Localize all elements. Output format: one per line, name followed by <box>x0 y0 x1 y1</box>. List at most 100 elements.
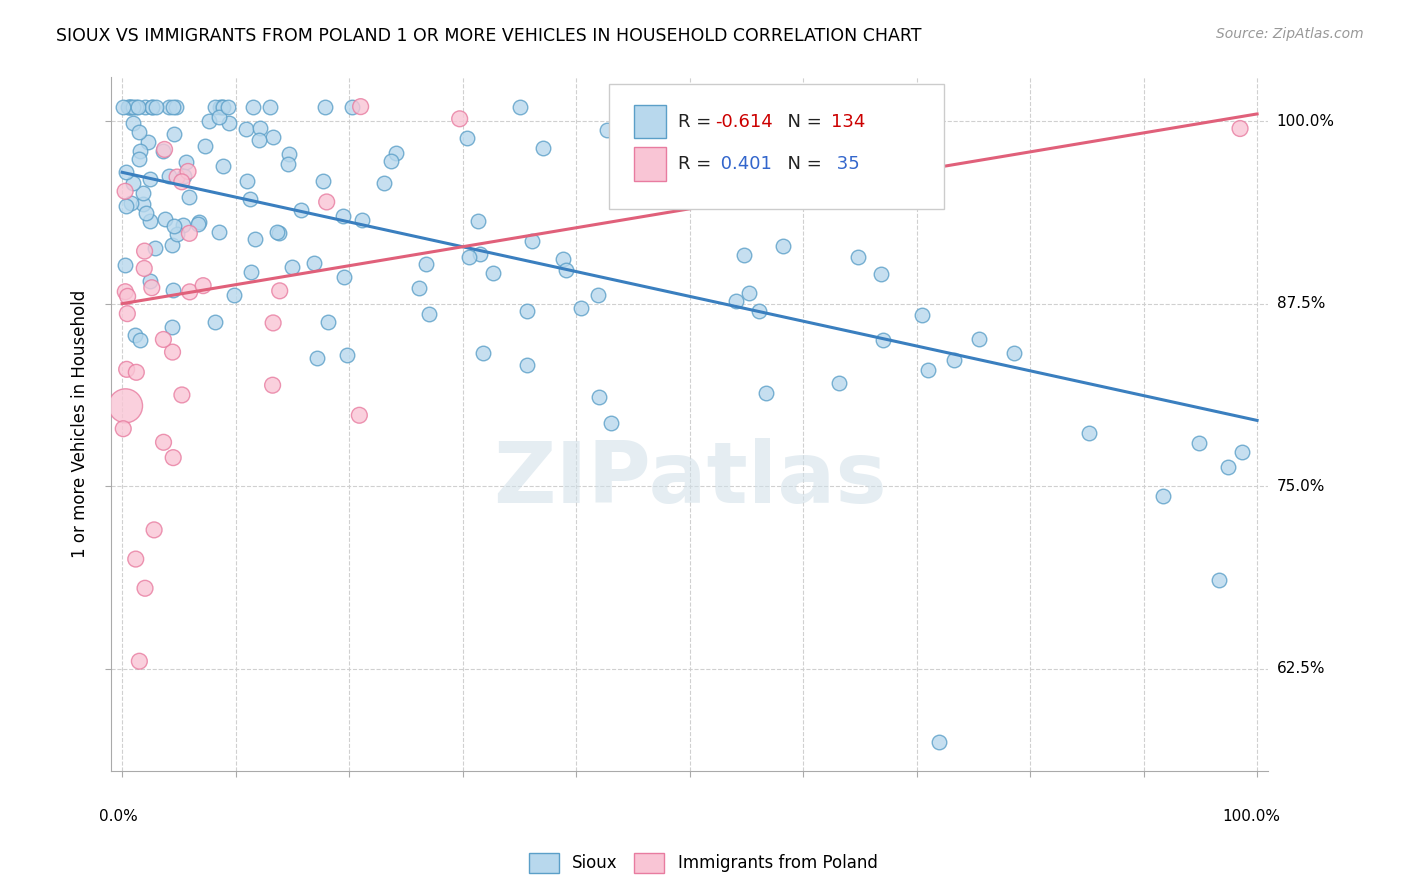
FancyBboxPatch shape <box>634 147 666 181</box>
Point <box>342 100 364 114</box>
Point <box>531 141 554 155</box>
Point <box>163 128 186 142</box>
Text: N =: N = <box>776 155 828 173</box>
Point <box>143 523 166 537</box>
Point <box>112 100 135 114</box>
Point <box>259 100 281 114</box>
Point <box>172 218 194 232</box>
Point <box>194 139 217 153</box>
Point <box>554 262 576 277</box>
Point <box>242 100 264 114</box>
Point <box>262 316 284 330</box>
Point <box>143 241 166 255</box>
Point <box>138 214 160 228</box>
Point <box>224 288 246 302</box>
Point <box>198 114 221 128</box>
Point <box>139 274 162 288</box>
Point <box>240 265 263 279</box>
Point <box>170 175 193 189</box>
Text: 134: 134 <box>831 112 865 131</box>
Point <box>132 186 155 200</box>
Point <box>157 100 180 114</box>
Point <box>349 100 371 114</box>
Point <box>128 654 150 668</box>
Point <box>141 100 163 114</box>
Point <box>218 115 240 129</box>
Point <box>124 328 146 343</box>
Point <box>509 100 531 114</box>
Point <box>278 146 301 161</box>
Point <box>1208 573 1230 587</box>
Text: 75.0%: 75.0% <box>1277 479 1324 493</box>
Point <box>1188 436 1211 450</box>
Point <box>408 281 430 295</box>
Point <box>600 416 623 430</box>
Point <box>316 315 339 329</box>
Point <box>772 238 794 252</box>
Point <box>166 169 188 184</box>
Point <box>112 422 135 436</box>
Point <box>114 399 136 413</box>
Point <box>911 308 934 322</box>
Point <box>748 304 770 318</box>
Point <box>117 289 139 303</box>
Point <box>1229 121 1251 136</box>
Point <box>152 144 174 158</box>
Point <box>846 251 869 265</box>
Point <box>212 159 235 173</box>
Point <box>134 261 156 276</box>
Point <box>1152 489 1174 503</box>
Point <box>418 307 440 321</box>
Point <box>162 219 184 233</box>
Text: 0.0%: 0.0% <box>100 809 138 824</box>
Point <box>166 227 188 242</box>
Point <box>870 267 893 281</box>
Point <box>336 349 359 363</box>
Point <box>160 319 183 334</box>
Point <box>139 172 162 186</box>
Point <box>733 247 755 261</box>
Point <box>122 100 145 114</box>
Point <box>179 227 201 241</box>
Point <box>1232 445 1254 459</box>
Point <box>520 234 543 248</box>
Y-axis label: 1 or more Vehicles in Household: 1 or more Vehicles in Household <box>72 290 89 558</box>
Point <box>136 136 159 150</box>
Point <box>305 351 328 366</box>
Point <box>134 244 156 259</box>
Point <box>174 154 197 169</box>
Point <box>238 192 260 206</box>
Point <box>470 247 492 261</box>
Text: -0.614: -0.614 <box>716 112 773 131</box>
Point <box>125 100 148 114</box>
Point <box>553 252 575 266</box>
Point <box>569 301 592 316</box>
Text: SIOUX VS IMMIGRANTS FROM POLAND 1 OR MORE VEHICLES IN HOUSEHOLD CORRELATION CHAR: SIOUX VS IMMIGRANTS FROM POLAND 1 OR MOR… <box>56 27 922 45</box>
Text: 35: 35 <box>831 155 859 173</box>
FancyBboxPatch shape <box>634 105 666 138</box>
Point <box>135 206 157 220</box>
Point <box>131 196 153 211</box>
Point <box>277 157 299 171</box>
Point <box>128 333 150 347</box>
Point <box>128 125 150 139</box>
Point <box>128 153 150 167</box>
Point <box>373 176 395 190</box>
Point <box>738 285 761 300</box>
Legend: Sioux, Immigrants from Poland: Sioux, Immigrants from Poland <box>522 847 884 880</box>
Point <box>333 269 356 284</box>
Point <box>872 333 894 347</box>
Point <box>173 169 195 183</box>
Point <box>114 259 136 273</box>
Point <box>471 346 494 360</box>
Point <box>152 435 174 450</box>
Point <box>162 100 184 114</box>
Point <box>134 581 156 595</box>
Point <box>724 293 747 308</box>
Point <box>191 278 214 293</box>
Point <box>456 131 478 145</box>
Point <box>121 177 143 191</box>
Point <box>942 352 965 367</box>
Point <box>211 100 233 114</box>
Point <box>236 174 259 188</box>
